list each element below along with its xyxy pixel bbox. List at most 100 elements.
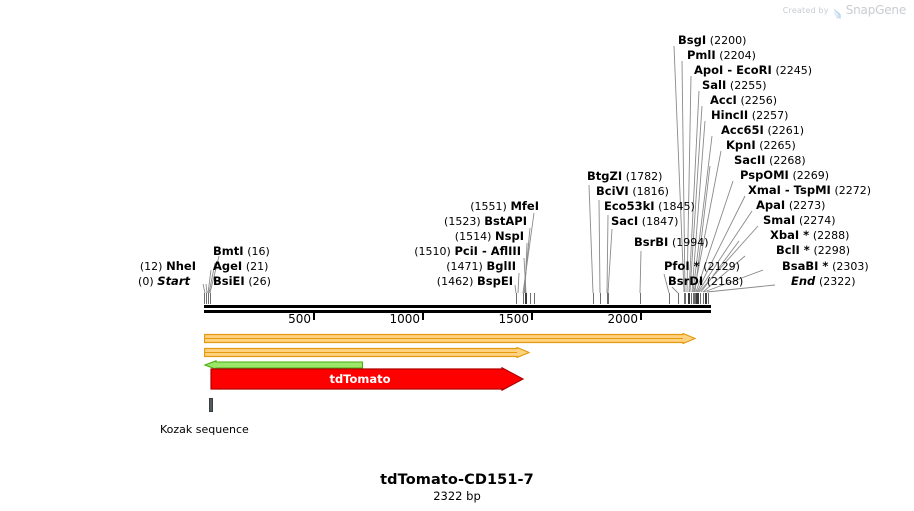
watermark-created-by-label: Created by xyxy=(782,5,829,15)
site-enzyme: BtgZI xyxy=(587,169,623,183)
ruler-tick xyxy=(313,313,315,320)
site-enzyme: MfeI xyxy=(510,199,539,213)
site-label-xbai: XbaI * (2288) xyxy=(770,228,849,242)
snapgene-logo-icon xyxy=(833,4,842,19)
site-position: (2245) xyxy=(775,64,813,77)
site-position: (2268) xyxy=(769,154,806,167)
site-position: (1816) xyxy=(632,185,669,198)
site-label-bglii: (1471) BglII xyxy=(340,259,517,273)
site-position: (1845) xyxy=(658,200,695,213)
site-label-xmai-tspmi: XmaI - TspMI (2272) xyxy=(748,183,872,197)
site-enzyme: NheI xyxy=(166,259,196,273)
site-label-apai: ApaI (2273) xyxy=(756,198,825,212)
site-enzyme: NspI xyxy=(495,229,524,243)
site-position: (2129) xyxy=(703,260,740,273)
site-label-bspei: (1462) BspEI xyxy=(340,274,513,288)
site-label-bmti: BmtI (16) xyxy=(213,244,270,258)
site-position: (1523) xyxy=(444,215,481,228)
site-label-pcii-afliii: (1510) PciI - AflIII xyxy=(340,245,521,258)
site-position: (2269) xyxy=(792,169,830,182)
site-position: (1994) xyxy=(671,236,709,249)
site-position: (16) xyxy=(247,245,270,258)
site-label-nspi: (1514) NspI xyxy=(340,229,524,243)
feature-orange-track-2[interactable] xyxy=(203,343,531,359)
site-position: (2256) xyxy=(740,94,778,107)
sequence-length-label: 2322 bp xyxy=(433,489,481,503)
ruler-tick xyxy=(531,313,533,320)
site-enzyme: BsrDI xyxy=(668,274,704,288)
site-enzyme: PspOMI xyxy=(740,168,789,182)
site-enzyme: BsiEI xyxy=(213,274,245,288)
sequence-backbone[interactable] xyxy=(204,305,711,308)
site-position: (1782) xyxy=(625,170,663,183)
site-position: (1462) xyxy=(436,275,474,288)
site-label-smai: SmaI (2274) xyxy=(763,213,836,227)
site-position: (2298) xyxy=(813,244,851,257)
site-position: (1510) xyxy=(414,245,451,258)
site-enzyme: End xyxy=(791,274,816,288)
page-title: tdTomato-CD151-7 xyxy=(380,472,534,488)
site-position: (2261) xyxy=(767,124,805,137)
site-enzyme: AgeI xyxy=(213,259,243,273)
site-position: (2257) xyxy=(751,109,789,122)
site-enzyme: BglII xyxy=(486,259,517,273)
feature-green-track[interactable] xyxy=(203,355,364,370)
site-label-pfoi: PfoI * (2129) xyxy=(664,259,740,273)
site-label-bsabi: BsaBI * (2303) xyxy=(782,259,869,273)
site-label-nhei: (12) NheI xyxy=(26,259,196,273)
site-label-bsrbi: BsrBI (1994) xyxy=(634,235,709,249)
site-enzyme: AccI xyxy=(710,93,737,107)
site-position: (2204) xyxy=(719,49,756,62)
site-label-bsrdi: BsrDI (2168) xyxy=(668,274,744,288)
site-enzyme: BsgI xyxy=(678,33,707,47)
site-enzyme: ApoI - EcoRI xyxy=(694,63,772,77)
site-label-start: (0) Start xyxy=(26,275,190,288)
site-position: (1847) xyxy=(641,215,679,228)
kozak-sequence-tick[interactable] xyxy=(209,398,213,412)
site-label-bsiei: BsiEI (26) xyxy=(213,274,271,288)
site-label-agei: AgeI (21) xyxy=(213,259,269,273)
site-label-pspomi: PspOMI (2269) xyxy=(740,168,830,182)
feature-tdtomato[interactable]: tdTomato xyxy=(210,366,525,392)
site-enzyme: SmaI xyxy=(763,213,796,227)
site-label-bstapi: (1523) BstAPI xyxy=(340,214,527,228)
site-label-sacii: SacII (2268) xyxy=(734,154,806,167)
site-enzyme: BspEI xyxy=(477,274,513,288)
site-label-bsgi: BsgI (2200) xyxy=(678,33,746,47)
site-enzyme: BstAPI xyxy=(484,214,527,228)
ruler-label: 2000 xyxy=(607,312,638,326)
site-enzyme: XbaI * xyxy=(770,228,810,242)
site-position: (21) xyxy=(245,260,269,273)
site-position: (2255) xyxy=(729,79,767,92)
watermark-brand-label: SnapGene xyxy=(845,3,906,17)
site-position: (1551) xyxy=(470,200,507,213)
site-enzyme: ApaI xyxy=(756,198,786,212)
kozak-sequence-label: Kozak sequence xyxy=(160,423,249,436)
feature-tdtomato-label: tdTomato xyxy=(329,372,391,386)
site-position: (2168) xyxy=(706,275,744,288)
site-label-bcivi: BciVI (1816) xyxy=(596,184,669,198)
site-label-mfei: (1551) MfeI xyxy=(340,199,539,213)
site-position: (2274) xyxy=(798,214,836,227)
site-enzyme: PfoI * xyxy=(664,259,700,273)
site-position: (1471) xyxy=(446,260,483,273)
site-label-apoi-ecori: ApoI - EcoRI (2245) xyxy=(694,63,813,77)
site-label-acci: AccI (2256) xyxy=(710,93,778,107)
site-position: (2272) xyxy=(834,184,872,197)
sequence-backbone-shadow xyxy=(204,310,711,313)
site-label-sali: SalI (2255) xyxy=(702,79,767,92)
site-label-saci: SacI (1847) xyxy=(611,215,679,228)
site-label-kpni: KpnI (2265) xyxy=(726,139,796,152)
site-enzyme: BsrBI xyxy=(634,235,669,249)
site-enzyme: BciVI xyxy=(596,184,629,198)
site-enzyme: BsaBI * xyxy=(782,259,829,273)
site-enzyme: BmtI xyxy=(213,244,244,258)
site-position: (2322) xyxy=(818,275,856,288)
site-position: (2303) xyxy=(832,260,869,273)
site-position: (2265) xyxy=(759,139,796,152)
site-label-hincii: HincII (2257) xyxy=(711,109,789,122)
ruler-label: 1500 xyxy=(498,312,529,326)
feature-orange-track-1[interactable] xyxy=(203,329,697,345)
site-enzyme: XmaI - TspMI xyxy=(748,183,831,197)
site-label-bcli: BclI * (2298) xyxy=(776,244,851,257)
